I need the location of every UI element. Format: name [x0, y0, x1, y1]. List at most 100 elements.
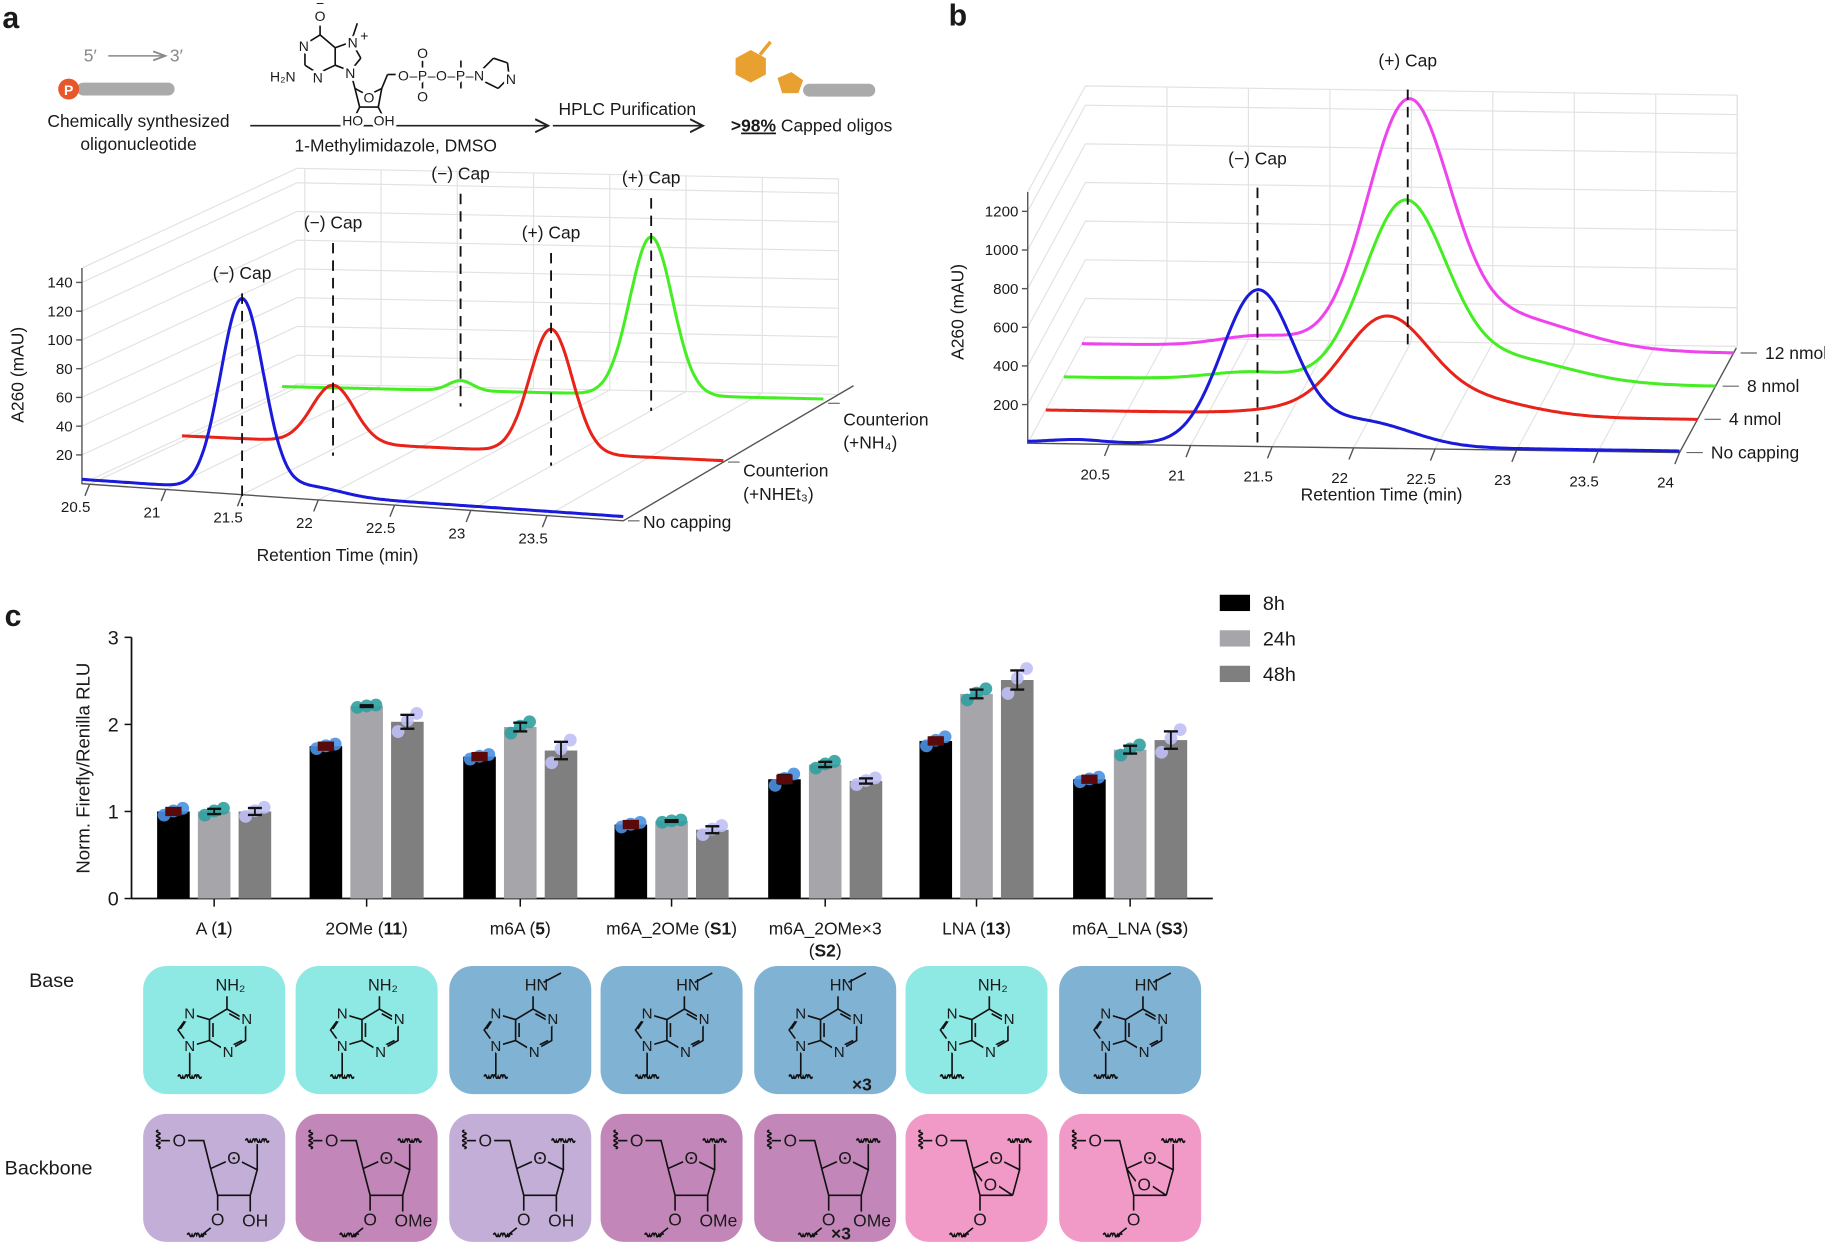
bond-line	[485, 1017, 495, 1030]
atom-label: OH	[374, 113, 395, 129]
legend-swatch-8h	[1219, 594, 1251, 612]
gridline	[1027, 297, 1738, 405]
base-tile-background	[143, 966, 286, 1095]
x-tick-label: 22.5	[366, 520, 395, 537]
series-label: (+NHEt₃)	[743, 484, 814, 504]
product-label: >98% Capped oligos	[731, 116, 893, 136]
category-label-part: A (	[196, 919, 218, 939]
reactant-label-line1: Chemically synthesized	[47, 111, 229, 131]
x-tick	[160, 489, 167, 502]
bar-48h	[849, 781, 883, 899]
category-label-part: (	[809, 941, 815, 961]
bond-line	[949, 1139, 974, 1169]
wavy-bond	[1160, 1138, 1186, 1144]
bond-line	[694, 972, 713, 984]
atom-label: O	[380, 1148, 394, 1168]
x-tick	[465, 510, 472, 523]
bond-line	[1144, 1013, 1159, 1022]
bond-line	[332, 1017, 341, 1030]
x-tick-label: 23	[448, 525, 465, 542]
phosphate-label: P	[64, 82, 73, 98]
base-tile-background	[754, 966, 897, 1095]
atom-label: N	[834, 1044, 845, 1061]
bond-line	[667, 1168, 676, 1196]
bond-line	[381, 1013, 395, 1022]
base-tile-background	[449, 966, 592, 1095]
y-axis-title: Norm. Firefly/Renilla RLU	[73, 663, 94, 874]
bond-line	[1143, 1039, 1159, 1049]
legend-label: 24h	[1263, 628, 1296, 650]
bond-line	[998, 1185, 1014, 1197]
y-tick-label: 1	[108, 801, 119, 823]
category-label-part: m6A_2OMe (	[606, 919, 710, 940]
gridline	[1027, 259, 1738, 367]
category-label-part: 11	[384, 919, 403, 939]
series-label: No capping	[643, 512, 731, 532]
bond-line	[839, 1013, 854, 1022]
gridline	[1434, 91, 1494, 450]
category-label-part: )	[731, 919, 737, 939]
gridline	[1516, 92, 1575, 451]
replicate-dot	[369, 698, 383, 712]
atom-label: NH₂	[216, 976, 246, 994]
mean-marker	[927, 736, 944, 746]
bond-line	[493, 57, 508, 64]
series-line-2	[282, 235, 824, 401]
reagent-conditions: 1-Methylimidazole, DMSO	[294, 135, 497, 155]
atom-label: N	[490, 1038, 501, 1055]
bond-line	[515, 1168, 525, 1196]
series-line-0	[1027, 288, 1680, 453]
bond-line	[972, 1168, 983, 1182]
bond-line	[304, 34, 321, 45]
wavy-bond	[177, 1074, 203, 1080]
atom-label: O	[685, 1148, 699, 1168]
atom-label: N	[184, 1038, 195, 1055]
x-tick-label: 23.5	[518, 531, 547, 548]
axis-line	[81, 268, 854, 522]
category-label: m6A_LNA (S3)	[1072, 919, 1188, 940]
atom-label: O	[990, 1148, 1004, 1168]
category-label: m6A_2OMe×3	[769, 919, 882, 940]
wavy-bond	[550, 1138, 576, 1144]
atom-label: O	[783, 1130, 797, 1150]
x-tick	[84, 483, 91, 497]
y-tick-label: 400	[993, 358, 1018, 375]
bond-line	[179, 1017, 189, 1030]
panel-label-a: a	[2, 2, 20, 35]
wavy-bond	[788, 1074, 814, 1080]
y-tick-label: 0	[108, 889, 119, 911]
bond-line	[1103, 1139, 1128, 1169]
atom-label: HN	[830, 976, 854, 994]
bar-8h	[1073, 779, 1106, 899]
mean-marker	[622, 819, 639, 830]
gridline	[318, 172, 535, 501]
bond-line	[497, 80, 506, 90]
atom-label: O	[838, 1148, 852, 1168]
x-tick	[1266, 446, 1273, 459]
wavy-bond	[1093, 1074, 1119, 1080]
replicate-dot	[1173, 723, 1187, 737]
atom-label: O	[668, 1210, 682, 1230]
atom-label: NH₂	[368, 976, 398, 994]
backbone-tile-ome: O O O OMe	[295, 1113, 438, 1242]
bond-line	[686, 1013, 700, 1022]
product-label-part: 98%	[741, 116, 776, 136]
replicate-dot	[217, 801, 230, 815]
atom-label: N	[947, 1005, 958, 1022]
atom-label: N	[490, 1005, 501, 1022]
gridline	[81, 268, 839, 370]
base-tile-background	[905, 966, 1048, 1095]
atom-label: O	[822, 1210, 836, 1230]
x-tick	[313, 499, 319, 512]
bond-line	[1125, 1168, 1135, 1196]
wavy-bond	[644, 1232, 665, 1238]
bond-line	[377, 88, 383, 108]
replicate-dot	[979, 682, 993, 696]
bar-24h	[503, 727, 537, 899]
gridline	[81, 182, 839, 284]
bond-line	[380, 1039, 395, 1049]
